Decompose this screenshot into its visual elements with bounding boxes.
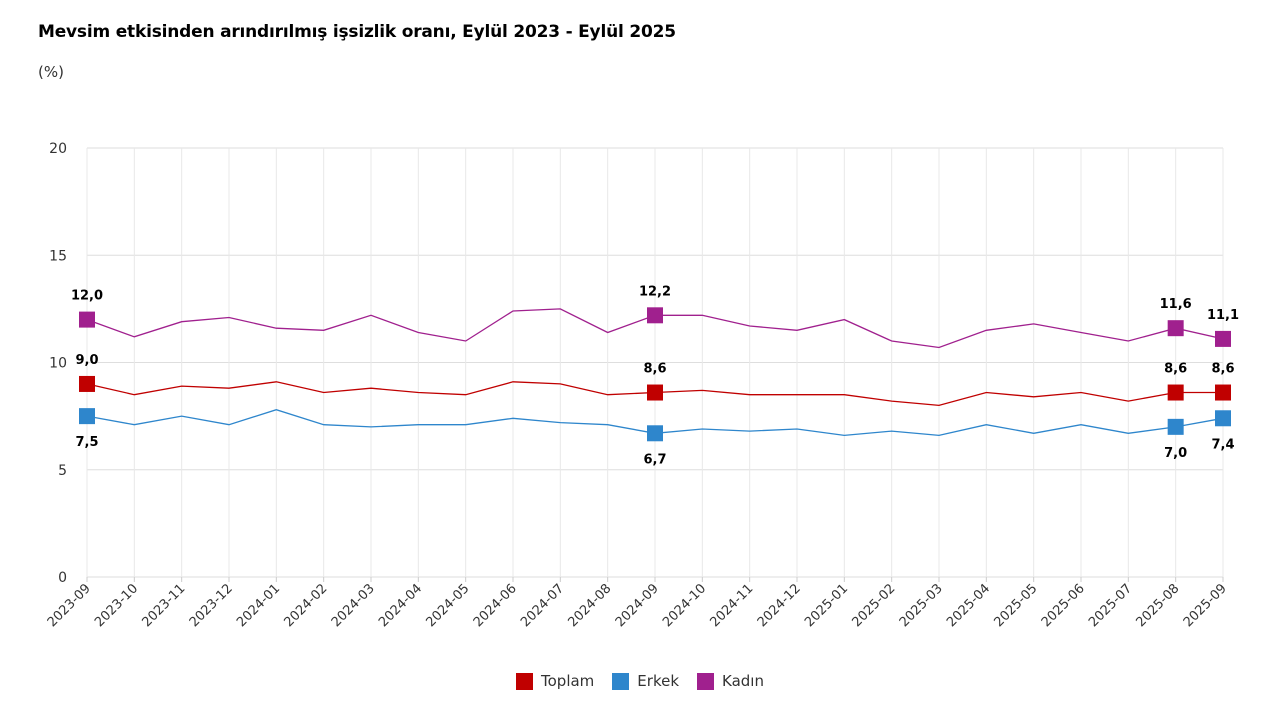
chart-legend: Toplam Erkek Kadın [0,672,1280,690]
legend-item-kadin[interactable]: Kadın [697,672,764,690]
data-point-marker-kadın [1215,330,1231,347]
data-point-marker-erkek [79,408,95,425]
data-label-toplam: 8,6 [643,362,666,377]
data-point-marker-kadın [1167,320,1184,337]
legend-swatch-erkek [612,672,630,690]
legend-label-kadin: Kadın [722,672,764,690]
legend-label-toplam: Toplam [541,672,595,690]
y-tick-label: 0 [58,570,67,586]
x-tick-label: 2024-06 [471,581,520,630]
x-tick-label: 2025-08 [1133,581,1182,630]
x-tick-label: 2024-02 [281,581,330,630]
x-tick-label: 2024-04 [376,581,425,630]
x-tick-label: 2024-07 [518,581,567,630]
data-label-toplam: 8,6 [1211,362,1234,377]
data-point-marker-erkek [1167,418,1184,435]
data-point-marker-toplam [1215,384,1231,401]
chart-title: Mevsim etkisinden arındırılmış işsizlik … [38,22,676,42]
data-point-marker-kadın [647,307,663,324]
x-tick-label: 2024-11 [707,581,756,630]
data-point-marker-erkek [1215,410,1231,427]
data-label-toplam: 8,6 [1164,362,1187,377]
data-point-marker-erkek [647,425,663,442]
data-label-erkek: 7,0 [1164,446,1187,461]
data-point-marker-toplam [79,375,95,392]
x-tick-label: 2025-07 [1086,581,1135,630]
data-label-kadın: 12,2 [639,284,671,299]
x-tick-label: 2024-08 [565,581,614,630]
legend-swatch-kadin [697,672,715,690]
x-tick-label: 2025-04 [944,581,993,630]
x-tick-label: 2025-03 [897,581,946,630]
x-tick-label: 2024-10 [660,581,709,630]
data-label-erkek: 7,4 [1211,437,1234,452]
y-tick-label: 5 [58,463,67,479]
x-tick-label: 2024-12 [755,581,804,630]
data-point-marker-toplam [1167,384,1184,401]
x-tick-label: 2024-01 [234,581,283,630]
y-tick-label: 10 [49,356,67,372]
data-point-marker-toplam [647,384,663,401]
x-tick-label: 2024-05 [423,581,472,630]
x-tick-label: 2023-09 [45,581,94,630]
legend-item-toplam[interactable]: Toplam [516,672,594,690]
x-tick-label: 2024-03 [329,581,378,630]
legend-label-erkek: Erkek [637,672,680,690]
y-tick-label: 15 [49,248,67,264]
x-tick-label: 2025-05 [991,581,1040,630]
legend-item-erkek[interactable]: Erkek [612,672,679,690]
data-label-toplam: 9,0 [75,353,98,368]
x-tick-label: 2025-06 [1039,581,1088,630]
data-label-erkek: 7,5 [75,435,98,450]
legend-swatch-toplam [516,672,533,690]
x-tick-label: 2025-01 [802,581,851,630]
x-tick-label: 2025-09 [1181,581,1230,630]
y-tick-label: 20 [49,141,67,157]
data-point-marker-kadın [79,311,95,328]
x-tick-label: 2023-11 [139,581,188,630]
chart-unit-label: (%) [38,63,64,81]
x-tick-label: 2025-02 [849,581,898,630]
data-label-kadın: 11,6 [1160,297,1192,312]
x-tick-label: 2024-09 [613,581,662,630]
data-label-erkek: 6,7 [643,452,666,467]
x-tick-label: 2023-12 [187,581,236,630]
data-label-kadın: 12,0 [71,289,103,304]
x-tick-label: 2023-10 [92,581,141,630]
data-label-kadın: 11,1 [1207,308,1239,323]
